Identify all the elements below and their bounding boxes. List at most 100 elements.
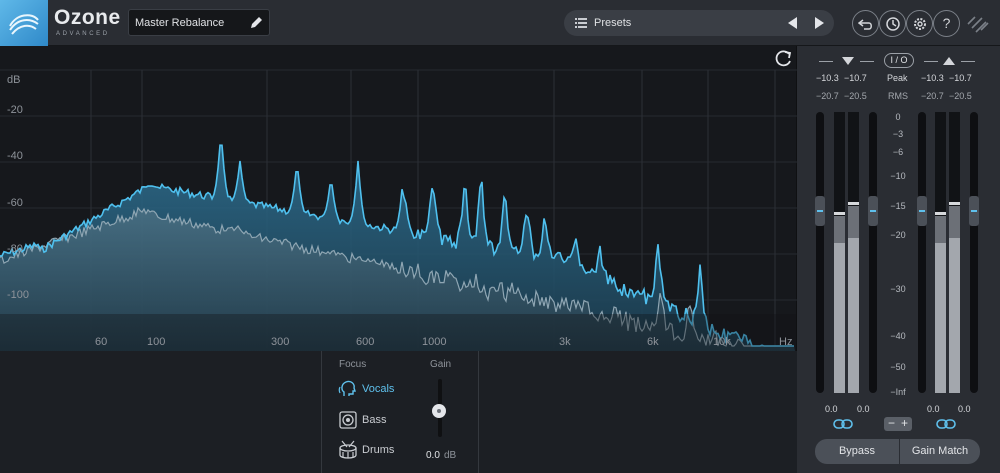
rms-label: RMS: [888, 91, 908, 101]
gain-match-button[interactable]: Gain Match: [900, 439, 980, 464]
gain-unit: dB: [444, 450, 457, 461]
undo-icon: [858, 19, 872, 30]
bottom-panel: [0, 351, 797, 473]
gain-link-control[interactable]: − +: [884, 416, 912, 431]
input-trim-left-value[interactable]: 0.0: [825, 404, 838, 414]
hz-tick-label: 3k: [559, 336, 571, 348]
scale-label: −40: [890, 331, 906, 341]
hz-tick-label: 60: [95, 336, 108, 348]
link-icon[interactable]: [833, 419, 853, 429]
speaker-icon: [339, 411, 357, 429]
drum-icon: [339, 440, 357, 459]
spectrum-graph: [0, 69, 797, 351]
io-meters-panel: I / O −10.3 −10.7 Peak −10.3 −10.7 −20.7…: [797, 46, 1000, 473]
focus-header: Focus: [339, 359, 367, 370]
input-trim-left[interactable]: [815, 112, 825, 393]
output-trim-left-handle[interactable]: [917, 196, 927, 226]
app-edition: ADVANCED: [56, 31, 110, 37]
hz-tick-label: 600: [356, 336, 375, 348]
input-trim-left-handle[interactable]: [815, 196, 825, 226]
module-name: Master Rebalance: [135, 17, 225, 29]
scale-label: −6: [892, 147, 904, 157]
output-trim-left[interactable]: [917, 112, 927, 393]
spectrum-analyzer[interactable]: [0, 46, 797, 351]
refresh-icon[interactable]: [773, 48, 795, 70]
gear-icon: [914, 18, 926, 30]
scale-label: −3: [892, 129, 904, 139]
db-unit-label: dB: [7, 74, 21, 86]
scale-label: 0: [895, 112, 901, 122]
input-meter-right: [848, 112, 859, 393]
history-button[interactable]: [879, 10, 906, 37]
settings-button[interactable]: [906, 10, 933, 37]
output-divider: [924, 61, 938, 62]
undo-button[interactable]: [852, 10, 879, 37]
db-tick-label: -80: [7, 243, 23, 255]
focus-bass-label: Bass: [362, 414, 387, 426]
izotope-icon[interactable]: [965, 10, 991, 36]
hz-tick-label: 300: [271, 336, 290, 348]
hz-tick-label: 100: [147, 336, 166, 348]
hz-tick-label: 6k: [647, 336, 659, 348]
output-meter-left: [935, 112, 946, 393]
focus-panel: Focus Gain Vocals Bass Drums: [321, 351, 479, 473]
gain-slider-thumb[interactable]: [432, 404, 446, 418]
app-name: Ozone: [54, 6, 121, 29]
hz-tick-label: 10k: [713, 336, 731, 348]
peak-label: Peak: [887, 73, 908, 83]
scale-label: −30: [890, 284, 906, 294]
output-meter-right: [949, 112, 960, 393]
db-tick-label: -20: [7, 104, 23, 116]
list-icon: [575, 18, 587, 28]
input-trim-right-handle[interactable]: [868, 196, 878, 226]
ozone-logo-icon: [0, 0, 48, 46]
output-trim-left-value[interactable]: 0.0: [927, 404, 940, 414]
db-tick-label: -100: [7, 289, 30, 301]
scale-label: −Inf: [890, 387, 906, 397]
input-peak-left: −10.3: [816, 73, 839, 83]
hz-tick-label: 1000: [422, 336, 447, 348]
output-rms-left: −20.7: [921, 91, 944, 101]
bypass-button[interactable]: Bypass: [815, 439, 899, 464]
presets-label: Presets: [594, 17, 632, 29]
pencil-icon[interactable]: [249, 16, 263, 30]
input-divider: [860, 61, 874, 62]
link-plus[interactable]: +: [901, 416, 909, 430]
help-icon: ?: [942, 15, 951, 31]
triangle-down-icon: [842, 57, 854, 65]
output-trim-right-value[interactable]: 0.0: [958, 404, 971, 414]
input-peak-right: −10.7: [844, 73, 867, 83]
head-icon: [338, 380, 356, 396]
help-button[interactable]: ?: [933, 10, 960, 37]
db-tick-label: -40: [7, 150, 23, 162]
hz-unit-label: Hz: [779, 336, 793, 348]
triangle-up-icon: [943, 57, 955, 65]
gain-value[interactable]: 0.0: [426, 450, 440, 461]
output-trim-right-handle[interactable]: [969, 196, 979, 226]
scale-label: −15: [890, 201, 906, 211]
output-peak-right: −10.7: [949, 73, 972, 83]
output-rms-right: −20.5: [949, 91, 972, 101]
input-trim-right-value[interactable]: 0.0: [857, 404, 870, 414]
output-trim-right[interactable]: [969, 112, 979, 393]
header-bar: Ozone ADVANCED Master Rebalance Presets: [0, 0, 1000, 46]
triangle-right-icon[interactable]: [812, 16, 826, 30]
link-minus[interactable]: −: [888, 416, 896, 430]
focus-drums-label: Drums: [362, 444, 395, 456]
presets-bar[interactable]: Presets: [564, 10, 834, 36]
module-name-field[interactable]: Master Rebalance: [128, 9, 270, 36]
link-icon[interactable]: [936, 419, 956, 429]
output-divider: [961, 61, 975, 62]
input-rms-left: −20.7: [816, 91, 839, 101]
io-toggle[interactable]: I / O: [884, 53, 914, 68]
gain-header: Gain: [430, 359, 452, 370]
input-rms-right: −20.5: [844, 91, 867, 101]
scale-label: −20: [890, 230, 906, 240]
scale-label: −10: [890, 171, 906, 181]
input-trim-right[interactable]: [868, 112, 878, 393]
input-meter-left: [834, 112, 845, 393]
input-divider: [819, 61, 833, 62]
db-tick-label: -60: [7, 197, 23, 209]
triangle-left-icon[interactable]: [786, 16, 800, 30]
